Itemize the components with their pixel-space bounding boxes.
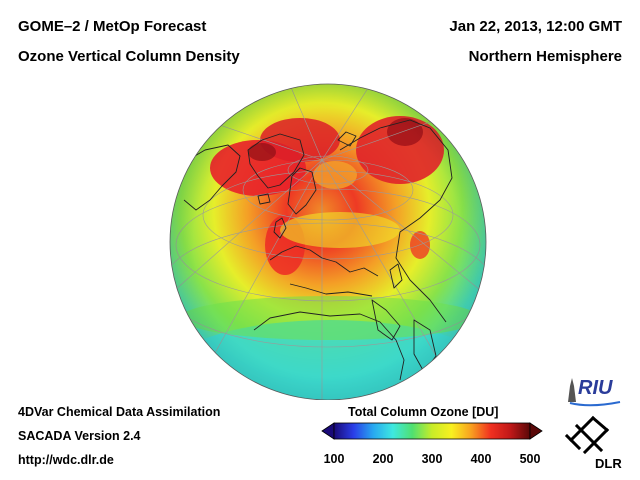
- legend-colorbar: [333, 422, 531, 440]
- dlr-logo-text: DLR: [595, 456, 622, 471]
- legend-tick-label: 100: [324, 452, 345, 466]
- dlr-emblem-icon: [564, 415, 610, 455]
- title-line-2: Ozone Vertical Column Density: [18, 48, 240, 65]
- footer-line-1: 4DVar Chemical Data Assimilation: [18, 405, 221, 419]
- region-label: Northern Hemisphere: [468, 48, 622, 65]
- riu-logo-text: RIU: [578, 377, 613, 399]
- title-line-1: GOME–2 / MetOp Forecast: [18, 18, 207, 35]
- legend-tick-label: 300: [422, 452, 443, 466]
- footer-line-2: SACADA Version 2.4: [18, 429, 141, 443]
- footer-url-link[interactable]: http://wdc.dlr.de: [18, 453, 114, 467]
- legend-tick-label: 400: [471, 452, 492, 466]
- legend-tick-label: 500: [520, 452, 541, 466]
- globe-disk: [170, 84, 486, 400]
- dlr-logo: DLR: [563, 410, 625, 472]
- ozone-globe-map: [169, 83, 487, 400]
- legend-title: Total Column Ozone [DU]: [348, 405, 499, 419]
- legend-arrow-low: [321, 422, 335, 440]
- globe-outline: [169, 83, 487, 400]
- forecast-date: Jan 22, 2013, 12:00 GMT: [449, 18, 622, 35]
- color-legend: 100 200 300 400 500: [321, 422, 543, 466]
- riu-logo: RIU: [560, 372, 630, 408]
- riu-tower-icon: [568, 378, 576, 402]
- legend-tick-label: 200: [373, 452, 394, 466]
- legend-arrow-high: [529, 422, 543, 440]
